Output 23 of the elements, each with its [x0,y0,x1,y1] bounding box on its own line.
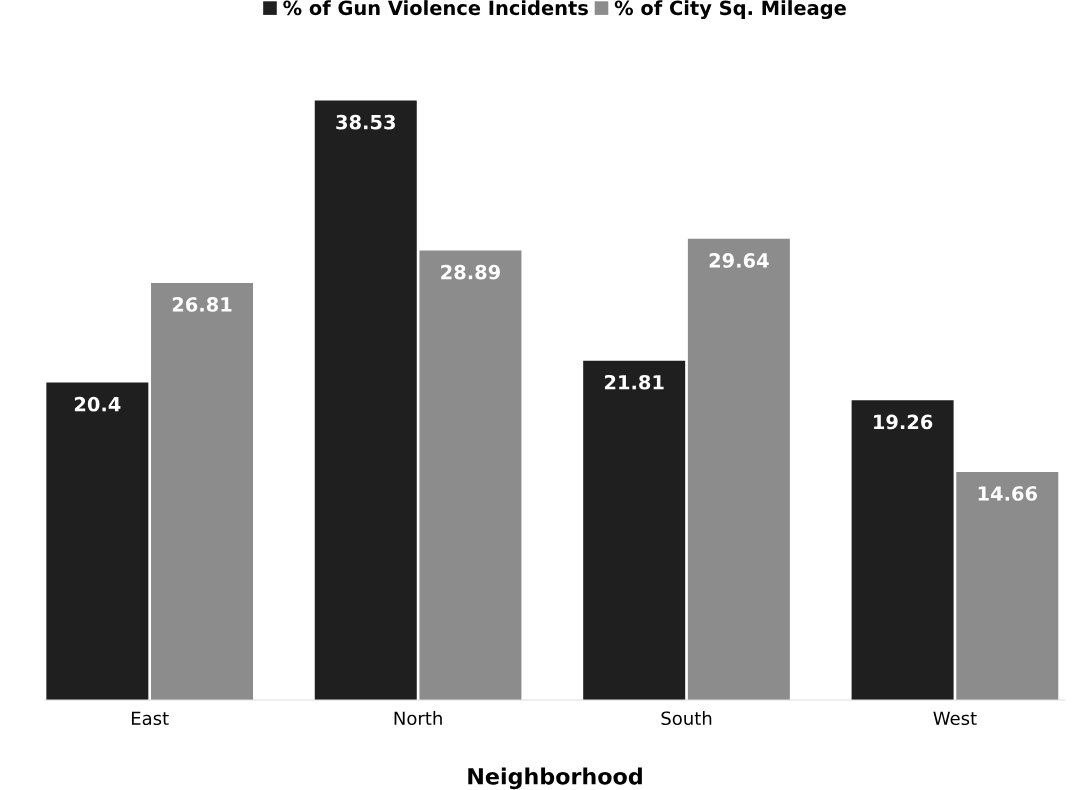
bar [851,400,954,700]
bar [956,471,1059,700]
x-tick-label: South [661,711,712,726]
bar [419,250,522,700]
data-label: 21.81 [604,374,664,390]
legend-label: % of City Sq. Mileage [614,0,846,20]
bar [151,282,254,700]
x-tick-label: North [394,711,442,726]
x-tick-label: West [933,711,977,726]
data-label: 26.81 [172,297,232,312]
bar [687,238,790,700]
legend-label: % of Gun Violence Incidents [283,0,588,16]
data-label: 28.89 [441,264,500,280]
data-label: 14.66 [978,486,1037,501]
bar [583,360,686,700]
x-axis-title: Neighborhood [468,767,642,790]
data-label: 29.64 [709,253,769,268]
data-label: 20.4 [74,396,121,412]
data-label: 19.26 [874,414,933,430]
data-label: 38.53 [336,114,395,130]
bar [314,100,417,700]
x-tick-label: East [131,711,169,726]
bar [46,382,149,700]
